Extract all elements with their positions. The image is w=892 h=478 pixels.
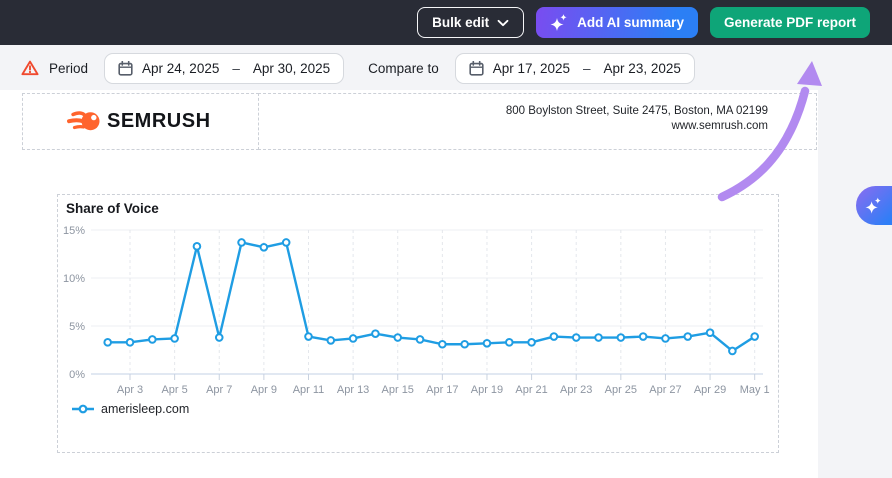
ai-assistant-fab[interactable] — [856, 186, 892, 225]
compare-end-date: Apr 23, 2025 — [603, 60, 681, 76]
svg-text:Apr 25: Apr 25 — [605, 384, 637, 396]
share-of-voice-widget: Share of Voice 0% 5% 10% 15% Apr 3 Apr 5 Apr 7… — [57, 194, 779, 453]
report-address-block: 800 Boylston Street, Suite 2475, Boston,… — [258, 93, 817, 150]
compare-date-separator: – — [583, 60, 591, 76]
add-ai-summary-button[interactable]: Add AI summary — [536, 7, 698, 38]
compare-to-label: Compare to — [368, 60, 439, 76]
calendar-icon — [118, 60, 133, 76]
svg-text:Apr 17: Apr 17 — [426, 384, 458, 396]
svg-text:Apr 27: Apr 27 — [649, 384, 681, 396]
add-ai-summary-label: Add AI summary — [577, 15, 684, 30]
period-date-range-input[interactable]: Apr 24, 2025 – Apr 30, 2025 — [104, 52, 345, 84]
svg-text:Apr 3: Apr 3 — [117, 384, 143, 396]
period-end-date: Apr 30, 2025 — [252, 60, 331, 76]
period-label: Period — [49, 60, 89, 76]
svg-text:5%: 5% — [69, 321, 85, 333]
warning-icon — [21, 60, 39, 76]
svg-text:Apr 21: Apr 21 — [515, 384, 547, 396]
period-filter-row: Period Apr 24, 2025 – Apr 30, 2025 Compa… — [0, 46, 892, 90]
svg-text:Apr 7: Apr 7 — [206, 384, 232, 396]
svg-text:Apr 19: Apr 19 — [471, 384, 503, 396]
generate-pdf-report-label: Generate PDF report — [723, 15, 856, 30]
svg-text:15%: 15% — [63, 225, 85, 237]
company-website: www.semrush.com — [671, 120, 769, 132]
bulk-edit-button[interactable]: Bulk edit — [417, 7, 525, 38]
generate-pdf-report-button[interactable]: Generate PDF report — [709, 7, 870, 38]
svg-text:May 1: May 1 — [740, 384, 770, 396]
top-action-bar: Bulk edit Add AI summary Generate PDF re… — [0, 0, 892, 45]
svg-text:Apr 9: Apr 9 — [251, 384, 277, 396]
svg-text:10%: 10% — [63, 273, 85, 285]
report-logo-block: SEMRUSH — [22, 93, 259, 150]
sparkles-icon — [550, 13, 569, 32]
period-start-date: Apr 24, 2025 — [142, 60, 220, 76]
svg-text:Apr 11: Apr 11 — [293, 384, 325, 396]
svg-text:Apr 15: Apr 15 — [382, 384, 414, 396]
svg-text:Apr 23: Apr 23 — [560, 384, 592, 396]
compare-start-date: Apr 17, 2025 — [492, 60, 571, 76]
svg-text:0%: 0% — [69, 369, 85, 381]
chart-title: Share of Voice — [66, 201, 159, 216]
calendar-icon — [469, 60, 484, 76]
semrush-logo-text: SEMRUSH — [107, 110, 211, 132]
legend-line-marker-icon — [71, 404, 95, 414]
semrush-logo: SEMRUSH — [67, 110, 211, 133]
compare-date-range-input[interactable]: Apr 17, 2025 – Apr 23, 2025 — [454, 52, 695, 84]
svg-text:Apr 29: Apr 29 — [694, 384, 726, 396]
svg-text:Apr 13: Apr 13 — [337, 384, 369, 396]
chevron-down-icon — [497, 19, 509, 27]
legend-item-amerisleep[interactable]: amerisleep.com — [71, 402, 189, 416]
bulk-edit-label: Bulk edit — [432, 15, 490, 30]
legend-label: amerisleep.com — [101, 402, 190, 416]
sparkles-icon — [865, 196, 883, 215]
period-date-separator: – — [232, 60, 240, 76]
semrush-flame-icon — [67, 110, 100, 133]
company-address: 800 Boylston Street, Suite 2475, Boston,… — [505, 105, 768, 117]
share-of-voice-line-chart: 0% 5% 10% 15% Apr 3 Apr 5 Apr 7 Apr 9 Apr 11 Apr … — [63, 225, 770, 396]
svg-text:Apr 5: Apr 5 — [161, 384, 187, 396]
